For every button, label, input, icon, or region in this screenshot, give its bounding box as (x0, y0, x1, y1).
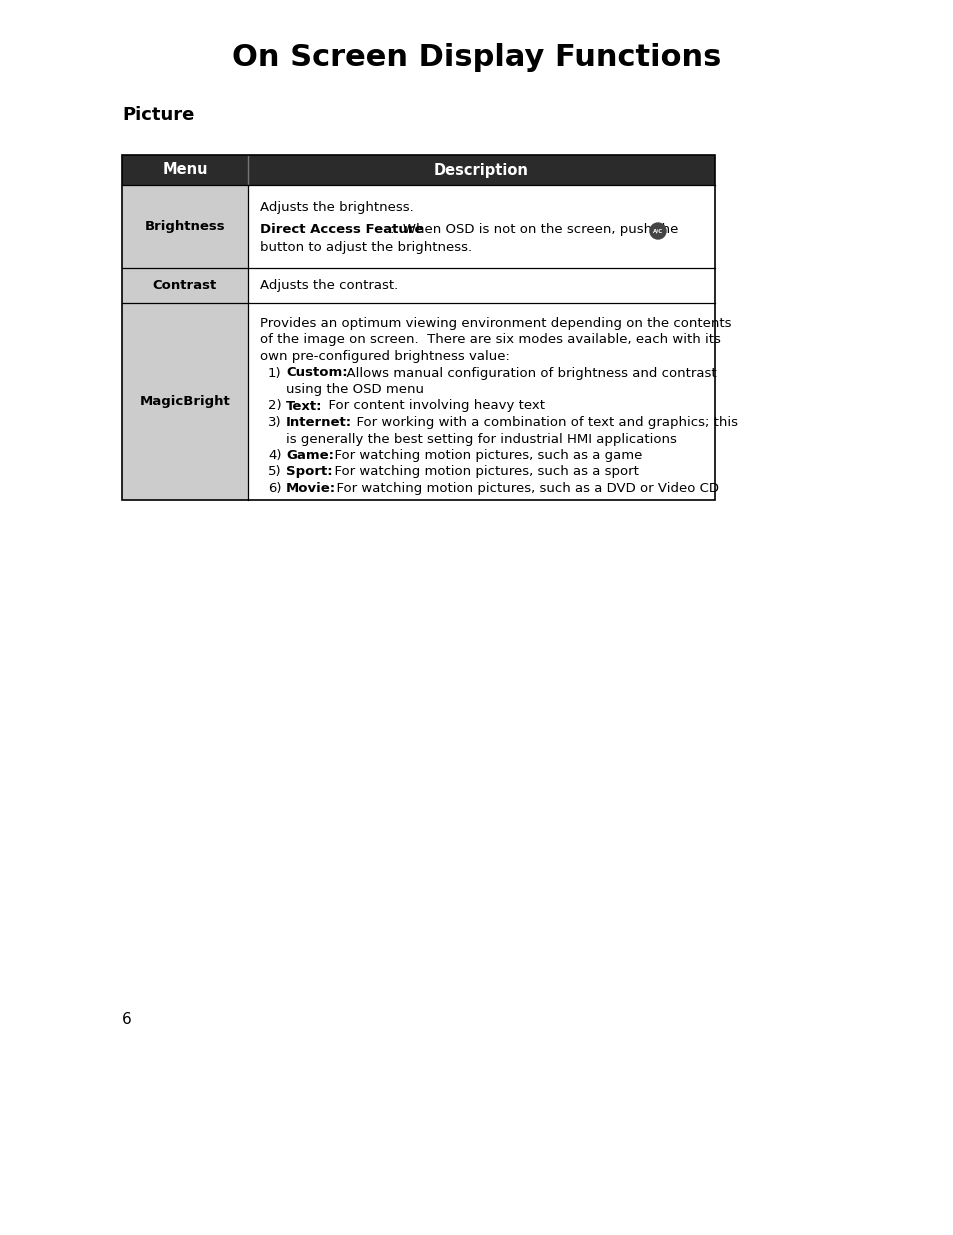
Text: Picture: Picture (122, 106, 194, 124)
Bar (248, 268, 714, 303)
Text: Contrast: Contrast (152, 279, 217, 291)
Text: For watching motion pictures, such as a DVD or Video CD: For watching motion pictures, such as a … (328, 482, 719, 495)
Text: Internet:: Internet: (286, 416, 352, 429)
Text: Movie:: Movie: (286, 482, 335, 495)
Text: button to adjust the brightness.: button to adjust the brightness. (260, 241, 472, 254)
Bar (248, 303, 714, 500)
Bar (248, 185, 714, 268)
Text: Custom:: Custom: (286, 367, 347, 379)
Text: Description: Description (434, 163, 528, 178)
Text: own pre-configured brightness value:: own pre-configured brightness value: (260, 350, 509, 363)
Text: of the image on screen.  There are six modes available, each with its: of the image on screen. There are six mo… (260, 333, 720, 347)
Text: For watching motion pictures, such as a game: For watching motion pictures, such as a … (326, 450, 641, 462)
Text: 6: 6 (122, 1013, 132, 1028)
Text: is generally the best setting for industrial HMI applications: is generally the best setting for indust… (286, 432, 677, 446)
Text: Adjusts the contrast.: Adjusts the contrast. (260, 279, 397, 291)
Bar (122, 303, 248, 500)
Text: Game:: Game: (286, 450, 334, 462)
Text: Text:: Text: (286, 399, 322, 412)
Bar (122, 156, 714, 500)
Text: 3): 3) (268, 416, 281, 429)
Text: On Screen Display Functions: On Screen Display Functions (233, 43, 720, 73)
Text: For watching motion pictures, such as a sport: For watching motion pictures, such as a … (326, 466, 639, 478)
Text: Sport:: Sport: (286, 466, 333, 478)
Bar (122, 268, 248, 303)
Text: Provides an optimum viewing environment depending on the contents: Provides an optimum viewing environment … (260, 317, 731, 330)
Text: Brightness: Brightness (145, 220, 225, 233)
Text: Adjusts the brightness.: Adjusts the brightness. (260, 201, 414, 214)
Bar (122, 156, 714, 185)
Text: A/C: A/C (652, 228, 662, 233)
Bar (122, 185, 248, 268)
Text: 2): 2) (268, 399, 281, 412)
Text: 1): 1) (268, 367, 281, 379)
Text: :  When OSD is not on the screen, push the: : When OSD is not on the screen, push th… (390, 224, 678, 236)
Text: Direct Access Feature: Direct Access Feature (260, 224, 423, 236)
Text: Allows manual configuration of brightness and contrast: Allows manual configuration of brightnes… (337, 367, 716, 379)
Text: Menu: Menu (162, 163, 208, 178)
Text: MagicBright: MagicBright (139, 395, 230, 408)
Text: 6): 6) (268, 482, 281, 495)
Text: 5): 5) (268, 466, 281, 478)
Text: 4): 4) (268, 450, 281, 462)
Circle shape (649, 224, 665, 240)
Text: using the OSD menu: using the OSD menu (286, 383, 423, 396)
Text: For working with a combination of text and graphics; this: For working with a combination of text a… (348, 416, 738, 429)
Text: For content involving heavy text: For content involving heavy text (319, 399, 544, 412)
